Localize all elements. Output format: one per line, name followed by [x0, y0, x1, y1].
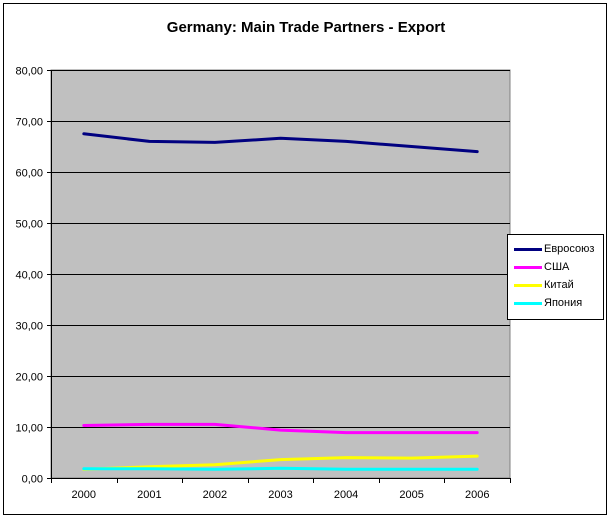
series-line	[82, 454, 479, 471]
y-tick-label: 30,00	[15, 321, 43, 333]
x-tick-label: 2000	[72, 489, 96, 501]
legend-item: Япония	[508, 296, 603, 314]
legend-swatch	[514, 302, 542, 305]
x-tick-label: 2003	[268, 489, 292, 501]
legend-swatch	[514, 266, 542, 269]
series-line	[82, 422, 479, 435]
y-tick-label: 80,00	[15, 66, 43, 78]
x-tick-label: 2002	[203, 489, 227, 501]
legend-label: Евросоюз	[544, 243, 595, 255]
legend-label: Китай	[544, 279, 574, 291]
y-tick-label: 40,00	[15, 270, 43, 282]
y-tick-label: 60,00	[15, 168, 43, 180]
series-line	[82, 132, 479, 154]
y-tick-label: 50,00	[15, 219, 43, 231]
x-tick-label: 2006	[465, 489, 489, 501]
legend-item: Евросоюз	[508, 242, 603, 260]
legend-item: Китай	[508, 278, 603, 296]
legend-swatch	[514, 284, 542, 287]
y-tick-label: 10,00	[15, 423, 43, 435]
legend: Евросоюз США Китай Япония	[507, 234, 604, 320]
y-tick-label: 0,00	[22, 474, 43, 486]
y-tick-label: 20,00	[15, 372, 43, 384]
legend-swatch	[514, 248, 542, 251]
legend-item: США	[508, 260, 603, 278]
chart-title: Germany: Main Trade Partners - Export	[166, 19, 446, 36]
x-tick-label: 2004	[334, 489, 358, 501]
y-tick-label: 70,00	[15, 117, 43, 129]
x-tick-label: 2001	[137, 489, 161, 501]
series-line	[82, 466, 479, 471]
x-tick-label: 2005	[399, 489, 423, 501]
legend-label: США	[544, 261, 570, 273]
legend-label: Япония	[544, 297, 583, 309]
